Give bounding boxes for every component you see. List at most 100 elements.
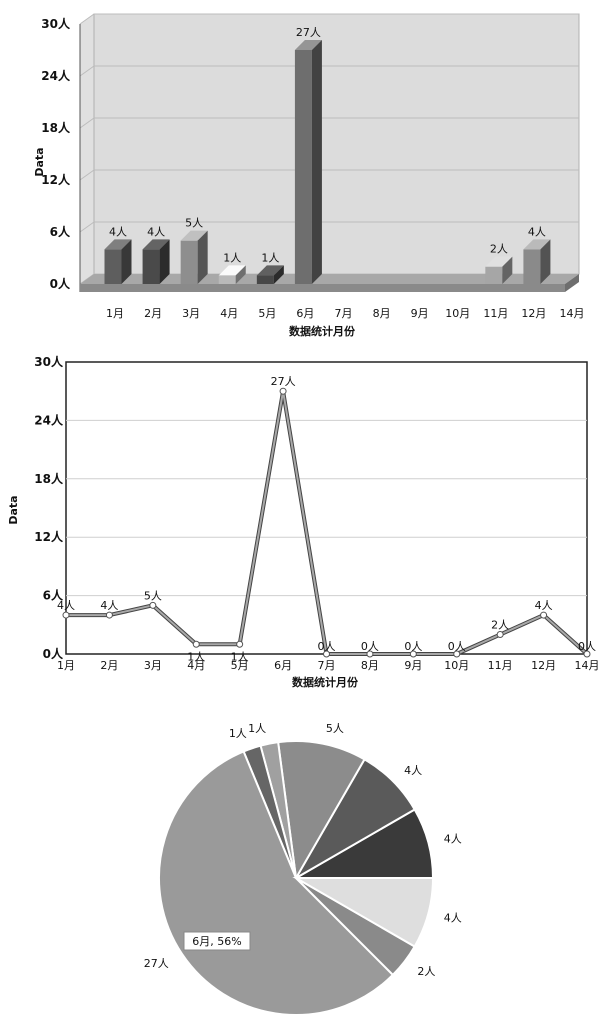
data-point xyxy=(105,611,113,619)
bar-front xyxy=(523,249,541,284)
bar-top xyxy=(218,265,246,276)
bar-side xyxy=(235,265,246,284)
data-label: 2人 xyxy=(490,243,508,256)
y-tick-label: 0人 xyxy=(43,646,64,661)
slice-label: 4人 xyxy=(404,764,422,777)
y-tick-label: 24人 xyxy=(41,68,71,83)
data-label: 0人 xyxy=(448,640,466,653)
bar xyxy=(142,239,170,284)
pie-slice xyxy=(292,877,435,948)
floor-side xyxy=(565,274,579,292)
y-tick-label: 24人 xyxy=(34,412,64,427)
data-point xyxy=(323,650,330,658)
x-tick-label: 5月 xyxy=(258,307,276,320)
y-tick-label: 30人 xyxy=(41,16,71,31)
slice-tooltip: 6月, 56% xyxy=(183,931,251,951)
y-tick-label: 18人 xyxy=(34,471,64,486)
data-label: 0人 xyxy=(404,640,422,653)
bar-front xyxy=(104,249,122,284)
x-tick-label: 3月 xyxy=(182,307,200,320)
data-point xyxy=(192,640,200,648)
slice-label: 2人 xyxy=(417,965,435,978)
data-label: 0人 xyxy=(361,640,379,653)
y-tick-label: 30人 xyxy=(34,354,64,369)
bar-top xyxy=(180,230,208,241)
bar xyxy=(104,239,132,284)
data-label: 4人 xyxy=(147,225,165,238)
bar-side xyxy=(540,239,551,284)
x-tick-label: 8月 xyxy=(373,307,391,320)
y-axis-title: Data xyxy=(33,147,46,176)
x-tick-label: 9月 xyxy=(404,659,422,672)
bar-front xyxy=(294,50,312,284)
x-tick-label: 11月 xyxy=(483,307,508,320)
bar xyxy=(218,265,246,284)
slice-label: 27人 xyxy=(144,957,169,970)
x-tick-label: 4月 xyxy=(220,307,238,320)
bar-side xyxy=(121,239,132,284)
data-point xyxy=(62,611,70,619)
gridline-side xyxy=(79,65,95,77)
data-label: 4人 xyxy=(57,599,75,612)
slice-label: 1人 xyxy=(229,727,247,740)
slice-label: 5人 xyxy=(326,722,344,735)
data-label: 1人 xyxy=(187,650,205,663)
data-point xyxy=(409,650,417,658)
data-label: 5人 xyxy=(185,217,203,230)
data-point xyxy=(149,601,157,609)
floor-front xyxy=(80,284,565,292)
plot-wall xyxy=(93,13,580,275)
data-label: 1人 xyxy=(231,650,249,663)
bar xyxy=(485,256,513,284)
y-tick-label: 12人 xyxy=(34,529,64,544)
bar-top xyxy=(256,265,284,276)
data-label: 4人 xyxy=(528,225,546,238)
bar-top xyxy=(294,40,322,50)
data-label: 5人 xyxy=(144,589,162,602)
x-tick-label: 5月 xyxy=(231,659,249,672)
bar-front xyxy=(180,240,198,284)
bar-side xyxy=(197,230,208,284)
bar-top xyxy=(523,239,551,250)
y-tick-label: 6人 xyxy=(43,588,64,603)
gridline-side xyxy=(79,13,95,25)
x-tick-label: 14月 xyxy=(560,307,585,320)
x-tick-label: 10月 xyxy=(445,307,470,320)
data-point xyxy=(496,631,504,639)
slice-label: 4人 xyxy=(444,832,462,845)
gridline-side xyxy=(79,169,95,181)
data-point xyxy=(236,640,244,648)
x-tick-label: 1月 xyxy=(106,307,124,320)
y-tick-label: 18人 xyxy=(41,120,71,135)
data-label: 27人 xyxy=(296,26,321,39)
bar-chart: 0人 6人 12人 18人 24人 30人 1月 4人 2月 4人 3月 5人 4月 1人 5月 1人 6月 27… xyxy=(33,13,585,338)
y-tick-label: 12人 xyxy=(41,172,71,187)
tooltip-box xyxy=(183,931,251,951)
y-axis-title: Data xyxy=(7,495,20,524)
bar-top xyxy=(485,256,513,267)
y-tick-label: 6人 xyxy=(50,224,71,239)
x-tick-label: 12月 xyxy=(521,307,546,320)
slice-label: 1人 xyxy=(248,722,266,735)
bar-top xyxy=(142,239,170,250)
x-tick-label: 7月 xyxy=(318,659,336,672)
x-tick-label: 6月 xyxy=(274,659,292,672)
gridline-side xyxy=(79,221,95,233)
bar xyxy=(523,239,551,284)
data-point xyxy=(453,650,461,658)
bar-front xyxy=(218,275,236,284)
pie-slice xyxy=(276,740,366,882)
data-label: 2人 xyxy=(491,619,509,632)
plot-area xyxy=(65,361,588,655)
x-tick-label: 2月 xyxy=(144,307,162,320)
bar-front xyxy=(485,266,503,284)
x-tick-label: 10月 xyxy=(444,659,469,672)
data-label: 0人 xyxy=(578,640,596,653)
line-chart: 0人 6人 12人 18人 24人 30人 1月 2月 3月 4月 5月 6月 7月 8月 9月 10月 11月… xyxy=(7,354,599,689)
data-label: 1人 xyxy=(261,251,279,264)
x-tick-label: 4月 xyxy=(187,659,205,672)
x-axis-title: 数据统计月份 xyxy=(292,675,359,689)
data-label: 4人 xyxy=(109,225,127,238)
bar-side xyxy=(273,265,284,284)
